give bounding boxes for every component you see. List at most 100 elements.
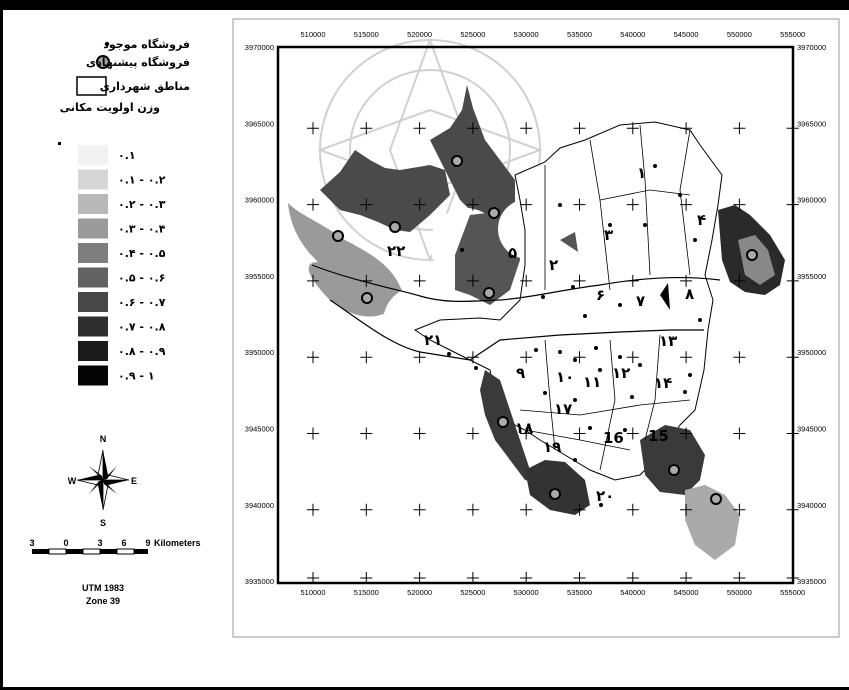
grid-cross <box>360 122 373 135</box>
grid-cross <box>786 198 799 211</box>
legend-existing-store: فروشگاه موجود <box>103 38 190 51</box>
grid-cross <box>733 198 746 211</box>
district-label-7: ۷ <box>636 292 645 310</box>
legend-class-label: ۰.۳ - ۰.۴ <box>118 223 166 236</box>
x-coordinate-label: 535000 <box>567 30 592 39</box>
grid-cross <box>626 503 639 516</box>
grid-cross <box>520 572 533 583</box>
scale-tick-0: 3 <box>29 538 34 548</box>
y-coordinate-label: 3950000 <box>245 348 274 357</box>
x-coordinate-label: 510000 <box>300 30 325 39</box>
grid-cross <box>520 503 533 516</box>
grid-cross <box>307 122 319 135</box>
grid-cross <box>733 351 746 364</box>
grid-cross <box>307 572 319 583</box>
stray-dot <box>58 142 61 145</box>
grid-cross <box>680 274 693 287</box>
x-coordinate-label: 555000 <box>780 588 805 597</box>
grid-cross <box>680 122 693 135</box>
legend-swatch <box>78 341 108 361</box>
grid-cross <box>413 572 426 583</box>
legend-class-label: ۰.۸ - ۰.۹ <box>118 345 166 358</box>
city-map <box>288 85 785 560</box>
y-coordinate-label: 3940000 <box>797 501 826 510</box>
y-coordinate-label: 3945000 <box>245 425 274 434</box>
x-coordinate-label: 530000 <box>514 588 539 597</box>
district-label-16: 16 <box>603 429 624 447</box>
south-label: S <box>100 518 106 528</box>
x-coordinate-label: 515000 <box>354 588 379 597</box>
x-coordinate-label: 525000 <box>460 30 485 39</box>
grid-cross <box>680 503 693 516</box>
district-label-18: ۱۸ <box>515 419 533 437</box>
north-arrow: N S E W <box>68 434 137 528</box>
y-coordinate-label: 3965000 <box>245 119 274 128</box>
district-label-14: ۱۴ <box>654 374 672 392</box>
grid-cross <box>360 572 373 583</box>
legend: فروشگاه موجود فروشگاه پیشنهادی مناطق شهر… <box>58 38 190 386</box>
district-label-10: ۱۰ <box>556 368 574 386</box>
grid-cross <box>733 572 746 583</box>
grid-cross <box>786 427 799 440</box>
district-label-15: 15 <box>648 427 669 445</box>
district-label-3: ۳ <box>604 226 613 244</box>
grid-cross <box>626 198 639 211</box>
district-label-11: ۱۱ <box>583 373 601 391</box>
district-label-4: ۴ <box>697 211 706 229</box>
district-label-19: ۱۹ <box>543 438 561 456</box>
x-coordinate-label: 540000 <box>620 588 645 597</box>
grid-cross <box>520 198 533 211</box>
scale-tick-1: 0 <box>63 538 68 548</box>
grid-cross <box>307 351 319 364</box>
district-label-6: ۶ <box>596 286 605 304</box>
legend-class-label: ۰.۷ - ۰.۸ <box>118 321 166 334</box>
x-coordinate-label: 540000 <box>620 30 645 39</box>
y-coordinate-label: 3940000 <box>245 501 274 510</box>
grid-cross <box>360 427 373 440</box>
x-coordinate-label: 555000 <box>780 30 805 39</box>
grid-cross <box>360 503 373 516</box>
grid-cross <box>573 427 586 440</box>
coordinate-labels: 510000 510000 515000 515000 520000 520000 5250… <box>245 30 826 597</box>
grid-cross <box>626 351 639 364</box>
grid-cross <box>413 503 426 516</box>
district-label-21: ۲۱ <box>424 331 442 349</box>
x-coordinate-label: 520000 <box>407 30 432 39</box>
grid-cross <box>680 198 693 211</box>
legend-classes: ۰.۱ ۰.۱ - ۰.۲ ۰.۲ - ۰.۳ ۰.۳ - ۰.۴ ۰.۴ - ۰.۵ ۰… <box>78 145 166 386</box>
west-label: W <box>68 476 77 486</box>
grid-cross <box>626 572 639 583</box>
projection-line2: Zone 39 <box>86 596 120 606</box>
grid-cross <box>626 274 639 287</box>
grid-cross <box>626 122 639 135</box>
legend-swatch <box>78 292 108 312</box>
legend-class-label: ۰.۱ <box>118 149 136 162</box>
y-coordinate-label: 3935000 <box>797 577 826 586</box>
grid-cross <box>573 351 586 364</box>
grid-cross <box>466 351 479 364</box>
legend-class-label: ۰.۹ - ۱ <box>118 370 155 383</box>
scale-bar: 3 0 3 6 9 Kilometers <box>29 538 201 555</box>
district-label-17: ۱۷ <box>554 400 572 418</box>
grid-cross <box>307 198 319 211</box>
grid-cross <box>413 198 426 211</box>
grid-cross <box>680 351 693 364</box>
district-label-20: ۲۰ <box>596 487 614 505</box>
projection-line1: UTM 1983 <box>82 583 124 593</box>
district-label-22: ۲۲ <box>387 242 405 260</box>
x-coordinate-label: 535000 <box>567 588 592 597</box>
district-labels: ۱ ۲ ۳ ۴ ۵ ۶ ۷ ۸ ۹ ۱۰ ۱۱ ۱۲ ۱۳ ۱۴ 15 16 ۱… <box>387 164 706 505</box>
grid-cross <box>466 122 479 135</box>
north-label: N <box>100 434 107 444</box>
district-label-13: ۱۳ <box>659 332 677 350</box>
y-coordinate-label: 3955000 <box>797 272 826 281</box>
grid-cross <box>466 274 479 287</box>
grid-cross <box>786 274 799 287</box>
scale-tick-3: 6 <box>121 538 126 548</box>
legend-proposed-store: فروشگاه پیشنهادی <box>86 56 190 69</box>
existing-store-symbol <box>104 41 110 47</box>
grid-cross <box>786 351 799 364</box>
x-coordinate-label: 515000 <box>354 30 379 39</box>
district-label-5: ۵ <box>508 244 517 262</box>
x-coordinate-label: 520000 <box>407 588 432 597</box>
